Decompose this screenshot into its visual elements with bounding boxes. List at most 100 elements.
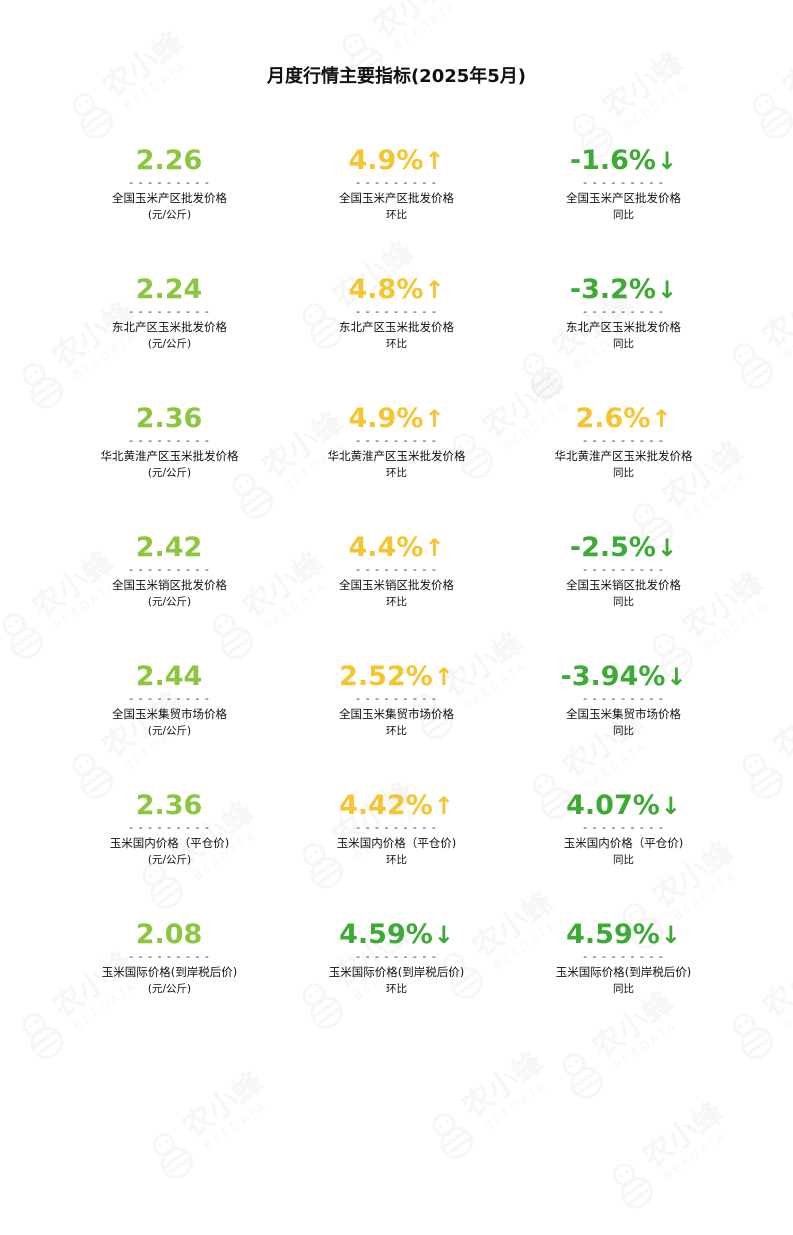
dashed-divider: - - - - - - - - - (129, 692, 210, 705)
indicator-card: 4.9%↑ - - - - - - - - - 华北黄淮产区玉米批发价格 环比 (283, 394, 510, 523)
dashed-divider: - - - - - - - - - (583, 176, 664, 189)
indicator-card: 2.36 - - - - - - - - - 玉米国内价格（平仓价) (元/公斤… (56, 781, 283, 910)
indicator-number: 2.08 (135, 919, 203, 950)
indicator-number: 2.52% (339, 661, 433, 692)
indicator-sublabel: (元/公斤) (147, 983, 192, 995)
indicator-number: 4.59% (339, 919, 433, 950)
watermark-text-en: BEEDATA (780, 977, 793, 1033)
indicator-card: -2.5%↓ - - - - - - - - - 全国玉米销区批发价格 同比 (510, 523, 737, 652)
watermark-text-en: BEEDATA (660, 1127, 731, 1183)
indicator-card: 4.9%↑ - - - - - - - - - 全国玉米产区批发价格 环比 (283, 136, 510, 265)
indicator-label: 东北产区玉米批发价格 (112, 320, 227, 334)
indicator-value: -1.6%↓ (510, 136, 737, 176)
arrow-up-icon: ↑ (433, 663, 454, 691)
indicator-sublabel: 同比 (613, 596, 634, 608)
indicator-label: 全国玉米销区批发价格 (566, 578, 681, 592)
dashed-divider: - - - - - - - - - (356, 563, 437, 576)
watermark-text-en: BEEDATA (390, 0, 461, 53)
indicator-value: 2.44 (56, 652, 283, 692)
indicator-sublabel: (元/公斤) (147, 467, 192, 479)
indicator-grid: 2.26 - - - - - - - - - 全国玉米产区批发价格 (元/公斤)… (56, 136, 736, 1039)
indicator-value: -3.94%↓ (510, 652, 737, 692)
indicator-sublabel: 环比 (386, 338, 407, 350)
indicator-card: 2.26 - - - - - - - - - 全国玉米产区批发价格 (元/公斤) (56, 136, 283, 265)
indicator-sublabel: 同比 (613, 983, 634, 995)
indicator-label: 东北产区玉米批发价格 (339, 320, 454, 334)
indicator-number: 2.24 (135, 274, 203, 305)
indicator-card: 2.52%↑ - - - - - - - - - 全国玉米集贸市场价格 环比 (283, 652, 510, 781)
dashed-divider: - - - - - - - - - (129, 950, 210, 963)
indicator-value: -2.5%↓ (510, 523, 737, 563)
indicator-value: 2.24 (56, 265, 283, 305)
dashed-divider: - - - - - - - - - (583, 950, 664, 963)
indicator-number: 4.42% (339, 790, 433, 821)
arrow-down-icon: ↓ (656, 276, 678, 304)
dashed-divider: - - - - - - - - - (583, 563, 664, 576)
arrow-down-icon: ↓ (656, 147, 678, 175)
indicator-value: 4.07%↓ (510, 781, 737, 821)
indicator-card: 2.44 - - - - - - - - - 全国玉米集贸市场价格 (元/公斤) (56, 652, 283, 781)
watermark-text-cn: 农小蜂 (176, 1065, 271, 1146)
arrow-down-icon: ↓ (660, 921, 681, 949)
indicator-sublabel: (元/公斤) (147, 338, 192, 350)
indicator-sublabel: 环比 (386, 467, 407, 479)
indicator-sublabel: 环比 (386, 209, 407, 221)
dashed-divider: - - - - - - - - - (129, 563, 210, 576)
indicator-value: 2.08 (56, 910, 283, 950)
indicator-value: -3.2%↓ (510, 265, 737, 305)
indicator-label: 华北黄淮产区玉米批发价格 (100, 449, 239, 463)
bee-logo-icon (562, 1053, 603, 1099)
indicator-number: 4.59% (566, 919, 660, 950)
indicator-sublabel: 同比 (613, 854, 634, 866)
indicator-sublabel: (元/公斤) (147, 854, 192, 866)
arrow-down-icon: ↓ (656, 534, 678, 562)
dashed-divider: - - - - - - - - - (356, 305, 437, 318)
dashed-divider: - - - - - - - - - (356, 950, 437, 963)
indicator-card: -3.2%↓ - - - - - - - - - 东北产区玉米批发价格 同比 (510, 265, 737, 394)
indicator-label: 全国玉米产区批发价格 (339, 191, 454, 205)
page-title: 月度行情主要指标(2025年5月) (266, 66, 527, 87)
watermark-text-cn: 农小蜂 (456, 1045, 551, 1126)
indicator-sublabel: 同比 (613, 338, 634, 350)
indicator-number: 4.8% (348, 274, 424, 305)
indicator-number: 2.44 (135, 661, 203, 692)
indicator-value: 4.9%↑ (283, 136, 510, 176)
watermark-text-en: BEEDATA (480, 1077, 551, 1133)
bee-logo-icon (2, 613, 43, 659)
indicator-card: 4.59%↓ - - - - - - - - - 玉米国际价格(到岸税后价) 同… (510, 910, 737, 1039)
dashed-divider: - - - - - - - - - (356, 434, 437, 447)
dashed-divider: - - - - - - - - - (356, 176, 437, 189)
dashed-divider: - - - - - - - - - (583, 821, 664, 834)
arrow-down-icon: ↓ (666, 663, 687, 691)
dashed-divider: - - - - - - - - - (129, 434, 210, 447)
indicator-card: 4.07%↓ - - - - - - - - - 玉米国内价格（平仓价) 同比 (510, 781, 737, 910)
indicator-card: -1.6%↓ - - - - - - - - - 全国玉米产区批发价格 同比 (510, 136, 737, 265)
indicator-value: 2.36 (56, 394, 283, 434)
indicator-sublabel: 同比 (613, 209, 634, 221)
dashed-divider: - - - - - - - - - (129, 176, 210, 189)
dashed-divider: - - - - - - - - - (583, 305, 664, 318)
indicator-sublabel: (元/公斤) (147, 209, 192, 221)
indicator-value: 4.9%↑ (283, 394, 510, 434)
dashed-divider: - - - - - - - - - (583, 434, 664, 447)
bee-logo-icon (612, 1163, 653, 1209)
bee-logo-icon (752, 93, 793, 139)
indicator-value: 4.4%↑ (283, 523, 510, 563)
indicator-value: 4.59%↓ (510, 910, 737, 950)
indicator-number: 2.26 (135, 145, 203, 176)
bee-logo-icon (152, 1133, 193, 1179)
watermark-text-cn: 农小蜂 (756, 945, 793, 1026)
indicator-label: 东北产区玉米批发价格 (566, 320, 681, 334)
indicator-value: 2.52%↑ (283, 652, 510, 692)
indicator-card: 2.24 - - - - - - - - - 东北产区玉米批发价格 (元/公斤) (56, 265, 283, 394)
indicator-label: 华北黄淮产区玉米批发价格 (554, 449, 693, 463)
dashed-divider: - - - - - - - - - (129, 821, 210, 834)
indicator-number: 4.9% (348, 145, 424, 176)
indicator-value: 4.42%↑ (283, 781, 510, 821)
indicator-card: 4.59%↓ - - - - - - - - - 玉米国际价格(到岸税后价) 环… (283, 910, 510, 1039)
arrow-up-icon: ↑ (424, 276, 445, 304)
indicator-label: 全国玉米集贸市场价格 (566, 707, 681, 721)
arrow-up-icon: ↑ (433, 792, 454, 820)
arrow-up-icon: ↑ (651, 405, 672, 433)
